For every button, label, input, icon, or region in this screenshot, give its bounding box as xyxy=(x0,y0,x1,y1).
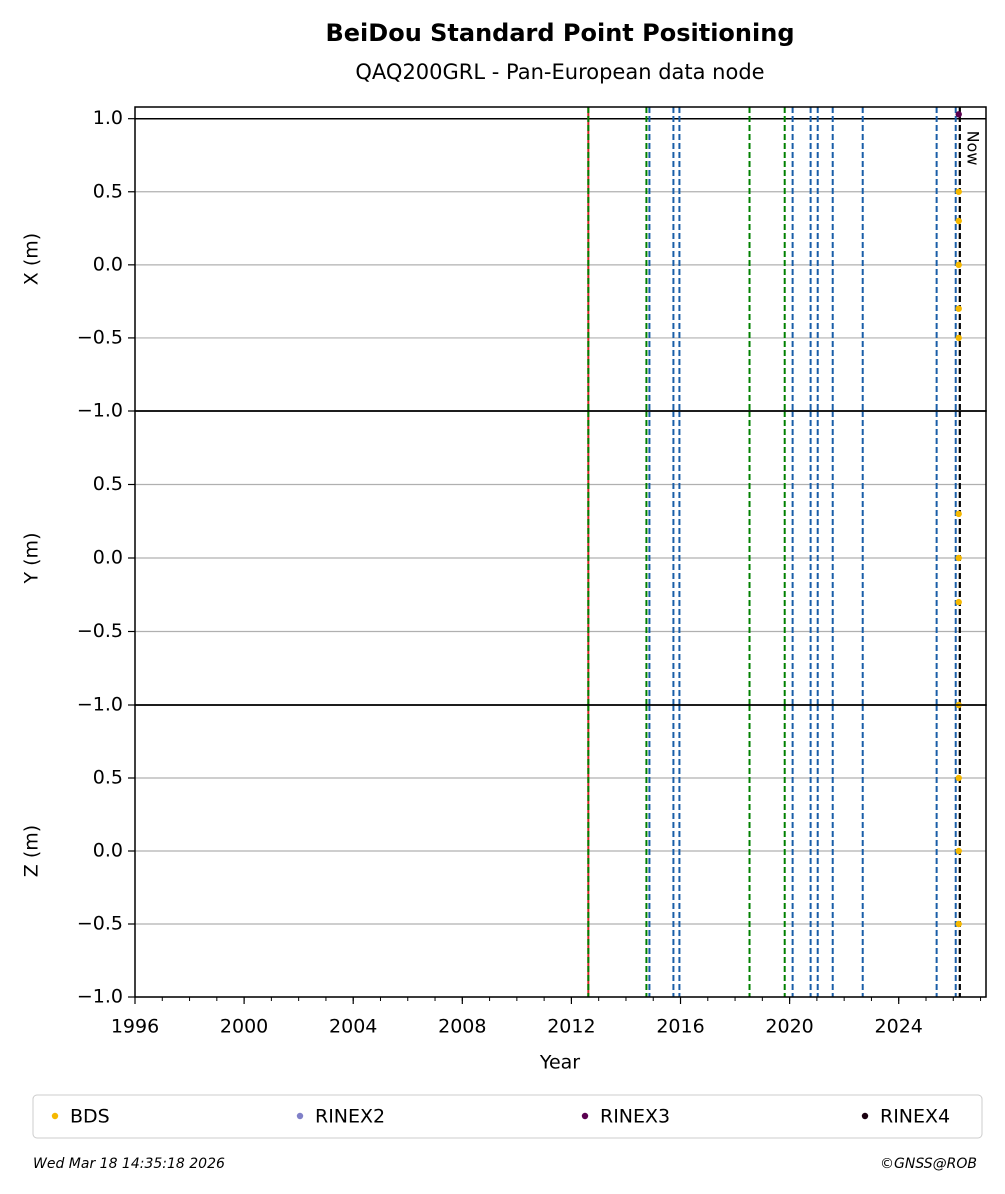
footer-right: ©GNSS@ROB xyxy=(880,1156,977,1172)
now-label: Now xyxy=(963,131,982,166)
panel-frame xyxy=(134,106,987,412)
data-point xyxy=(955,217,962,225)
data-point xyxy=(955,305,962,312)
data-point xyxy=(955,111,962,118)
legend-label: RINEX3 xyxy=(600,1106,670,1128)
x-tick-label: 2020 xyxy=(765,1016,813,1038)
x-tick-label: 2008 xyxy=(438,1016,486,1038)
x-tick-label: 2016 xyxy=(656,1016,704,1038)
x-axis-label: Year xyxy=(539,1052,580,1074)
data-point xyxy=(955,261,962,269)
legend-label: RINEX4 xyxy=(880,1106,950,1128)
y-tick-label: 1.0 xyxy=(93,107,123,129)
data-point xyxy=(955,847,962,855)
y-tick-label: 0.5 xyxy=(93,180,123,202)
y-tick-label: −0.5 xyxy=(77,326,123,348)
y-tick-label: 0.0 xyxy=(93,547,123,569)
data-point xyxy=(955,554,962,562)
y-tick-label: 0.0 xyxy=(93,253,123,275)
legend-marker xyxy=(861,1112,869,1120)
panel-frame xyxy=(134,704,987,998)
y-axis-label: Y (m) xyxy=(21,533,43,585)
y-tick-label: 0.5 xyxy=(93,473,123,495)
y-tick-label: −0.5 xyxy=(77,913,123,935)
chart-title: BeiDou Standard Point Positioning xyxy=(325,19,794,47)
x-tick-label: 2004 xyxy=(329,1016,377,1038)
y-tick-label: 0.0 xyxy=(93,840,123,862)
x-tick-label: 1996 xyxy=(111,1016,159,1038)
data-point xyxy=(955,598,962,606)
y-tick-label: −0.5 xyxy=(77,620,123,642)
x-tick-label: 2012 xyxy=(547,1016,595,1038)
legend-marker xyxy=(581,1112,589,1120)
legend-marker xyxy=(296,1112,304,1120)
data-point xyxy=(955,188,962,195)
chart-subtitle: QAQ200GRL - Pan-European data node xyxy=(355,60,764,84)
y-axis-label: X (m) xyxy=(21,233,43,285)
legend-label: BDS xyxy=(70,1106,110,1128)
x-tick-label: 2000 xyxy=(220,1016,268,1038)
y-tick-label: −1.0 xyxy=(77,694,123,716)
footer-left: Wed Mar 18 14:35:18 2026 xyxy=(33,1156,225,1172)
y-tick-label: 0.5 xyxy=(93,767,123,789)
legend-marker xyxy=(51,1112,59,1120)
y-tick-label: −1.0 xyxy=(77,986,123,1008)
x-tick-label: 2024 xyxy=(875,1016,923,1038)
data-point xyxy=(955,774,962,782)
data-point xyxy=(955,920,962,928)
y-tick-label: −1.0 xyxy=(77,400,123,422)
data-point xyxy=(955,334,962,342)
data-point xyxy=(955,510,962,518)
legend-label: RINEX2 xyxy=(315,1106,385,1128)
legend-box xyxy=(32,1094,983,1139)
y-axis-label: Z (m) xyxy=(21,825,43,877)
